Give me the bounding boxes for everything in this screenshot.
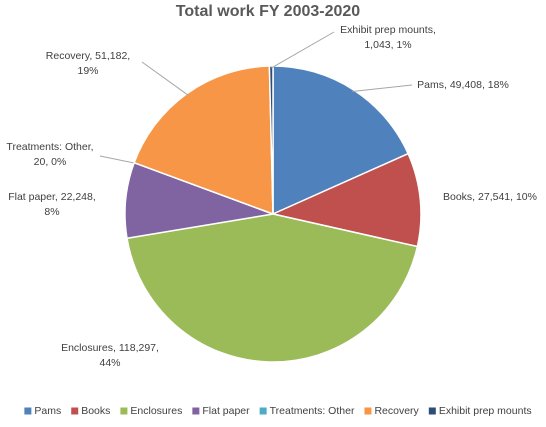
legend: Pams Books Enclosures Flat paper Treatments:… bbox=[24, 405, 532, 417]
data-label-line: Pams, 49,408, 18% bbox=[417, 79, 509, 91]
data-label-line: 20, 0% bbox=[34, 156, 67, 168]
legend-swatch bbox=[364, 407, 372, 415]
leader-line bbox=[352, 84, 413, 93]
data-label-line: 19% bbox=[77, 65, 98, 77]
legend-label: Enclosures bbox=[130, 405, 182, 417]
data-label: Books, 27,541, 10% bbox=[443, 191, 537, 203]
data-label-line: Books, 27,541, 10% bbox=[443, 191, 537, 203]
data-label-line: 44% bbox=[99, 357, 120, 369]
legend-label: Flat paper bbox=[202, 405, 250, 417]
data-label-line: Exhibit prep mounts, bbox=[340, 24, 436, 36]
pie-slice bbox=[126, 213, 419, 363]
legend-swatch bbox=[192, 407, 200, 415]
data-label: Recovery, 51,182, 19% bbox=[46, 50, 130, 77]
leader-line bbox=[99, 155, 137, 164]
data-label: Flat paper, 22,248, 8% bbox=[8, 191, 96, 218]
data-label-line: Treatments: Other, bbox=[6, 141, 93, 153]
data-label: Pams, 49,408, 18% bbox=[417, 79, 509, 91]
legend-label: Exhibit prep mounts bbox=[439, 405, 532, 417]
legend-swatch bbox=[120, 407, 128, 415]
data-label: Exhibit prep mounts, 1,043, 1% bbox=[340, 24, 436, 51]
legend-swatch bbox=[428, 407, 436, 415]
data-label: Treatments: Other, 20, 0% bbox=[6, 141, 93, 168]
data-label-line: Flat paper, 22,248, bbox=[8, 191, 96, 203]
pie-slice bbox=[272, 65, 410, 216]
legend-label: Books bbox=[81, 405, 110, 417]
leader-line bbox=[270, 31, 335, 69]
data-label-line: Recovery, 51,182, bbox=[46, 50, 130, 62]
data-label-line: Enclosures, 118,297, bbox=[61, 342, 159, 354]
pie-slice bbox=[268, 65, 274, 215]
legend-swatch bbox=[71, 407, 79, 415]
data-label-line: 8% bbox=[44, 206, 59, 218]
legend-label: Recovery bbox=[374, 405, 419, 417]
data-label-line: 1,043, 1% bbox=[364, 39, 411, 51]
legend-swatch bbox=[259, 407, 267, 415]
pie-slice bbox=[133, 65, 274, 216]
chart-title: Total work FY 2003-2020 bbox=[176, 3, 360, 20]
pie-slice bbox=[270, 152, 422, 248]
legend-swatch bbox=[24, 407, 32, 415]
legend-label: Treatments: Other bbox=[270, 405, 355, 417]
legend-label: Pams bbox=[34, 405, 61, 417]
data-label: Enclosures, 118,297, 44% bbox=[61, 342, 159, 369]
leader-line bbox=[141, 61, 189, 96]
